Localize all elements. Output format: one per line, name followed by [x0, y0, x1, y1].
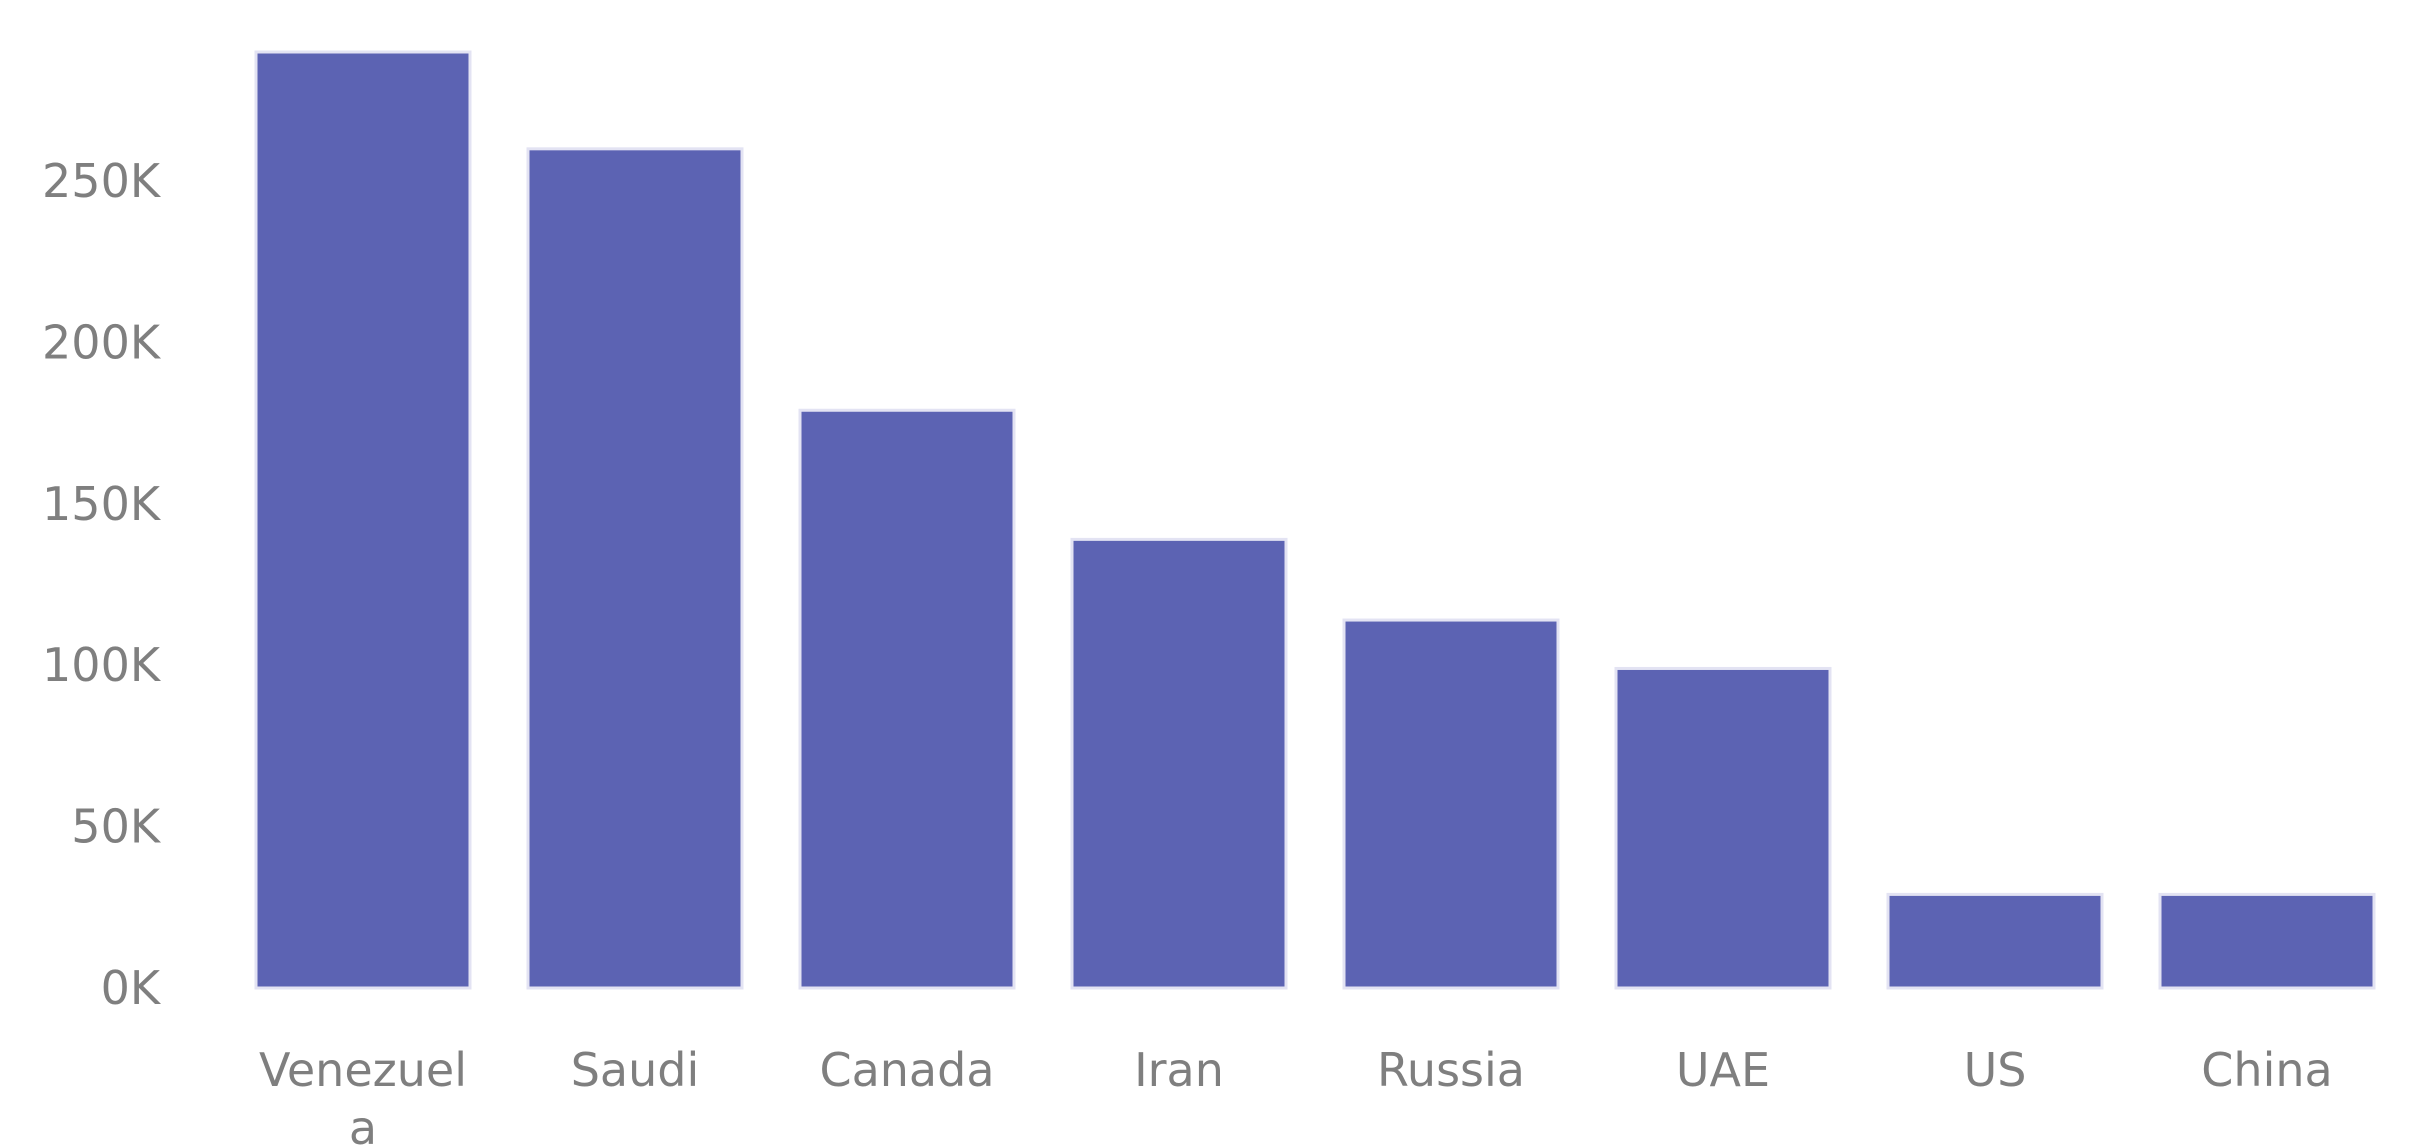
bar: [1342, 618, 1560, 990]
x-tick-label-line: Canada: [819, 1043, 994, 1097]
bar: [1614, 666, 1832, 990]
x-tick-label-line: US: [1964, 1043, 2027, 1097]
x-tick-label: Saudi: [571, 1043, 700, 1097]
y-axis-ticks: 0K 50K 100K 150K 200K 250K: [42, 154, 162, 1015]
x-tick-label: UAE: [1676, 1043, 1770, 1097]
bars: [254, 50, 2376, 990]
y-tick-label: 0K: [101, 961, 162, 1015]
x-tick-label-line: Saudi: [571, 1043, 700, 1097]
y-tick-label: 200K: [42, 315, 162, 369]
y-tick-label: 250K: [42, 154, 162, 208]
x-tick-label: US: [1964, 1043, 2027, 1097]
x-tick-label: Venezuel a: [259, 1043, 467, 1148]
y-tick-label: 50K: [71, 800, 162, 854]
bar: [1070, 537, 1288, 990]
bar: [1886, 892, 2104, 990]
x-tick-label: Russia: [1377, 1043, 1525, 1097]
x-tick-label-line: a: [349, 1101, 377, 1148]
y-tick-label: 100K: [42, 638, 162, 692]
x-tick-label-line: Iran: [1134, 1043, 1224, 1097]
x-tick-label-line: Venezuel: [259, 1043, 467, 1097]
bar: [254, 50, 472, 990]
x-tick-label: Canada: [819, 1043, 994, 1097]
x-tick-label-line: China: [2201, 1043, 2332, 1097]
bar: [798, 408, 1016, 990]
bar: [2158, 892, 2376, 990]
x-axis-ticks: Venezuel a Saudi Canada Iran Russia UAE US China: [259, 1043, 2333, 1148]
x-tick-label-line: Russia: [1377, 1043, 1525, 1097]
x-tick-label-line: UAE: [1676, 1043, 1770, 1097]
x-tick-label: China: [2201, 1043, 2332, 1097]
y-tick-label: 150K: [42, 477, 162, 531]
x-tick-label: Iran: [1134, 1043, 1224, 1097]
bar: [526, 147, 744, 990]
